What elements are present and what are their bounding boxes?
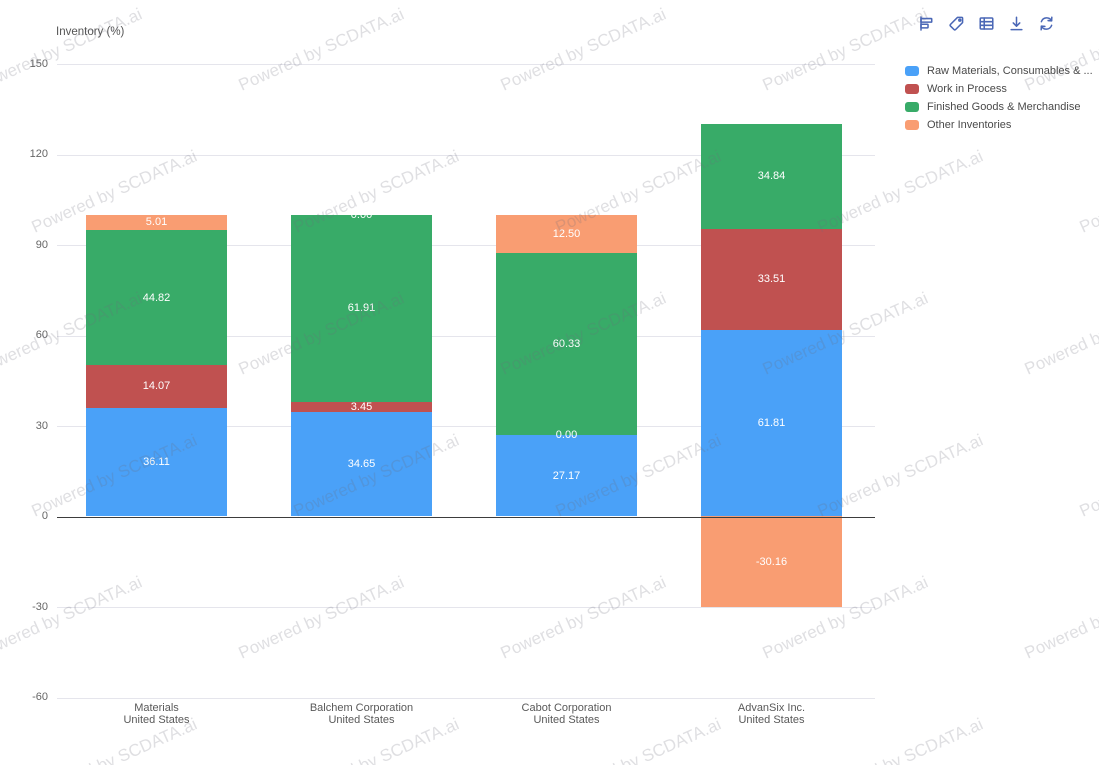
bar-segment-value: 34.84 [757, 170, 786, 183]
legend-item[interactable]: Other Inventories [905, 116, 1093, 134]
bar-segment[interactable] [496, 434, 637, 517]
watermark-text: Powered by SCDATA.ai [1021, 572, 1099, 663]
watermark-text: Powered by SCDATA.ai [1076, 430, 1099, 521]
bar-segment[interactable] [701, 123, 842, 229]
bar-segment[interactable] [86, 407, 227, 517]
bar-segment-value: 14.07 [142, 380, 171, 393]
table-icon[interactable] [977, 14, 996, 33]
bar-segment-value: 0.00 [555, 428, 578, 441]
bar-cabot-corporation[interactable]: 27.17 0.00 60.33 12.50 [496, 214, 637, 517]
bar-segment-value: 61.81 [757, 417, 786, 430]
chart-legend: Raw Materials, Consumables & ... Work in … [905, 62, 1093, 134]
bar-segment[interactable] [291, 401, 432, 412]
gridline [57, 697, 875, 699]
bar-advansix-inc-[interactable]: 61.81 33.51 34.84 -30.16 [701, 123, 842, 608]
bar-balchem-corporation[interactable]: 34.65 3.45 61.91 0.00 [291, 214, 432, 517]
watermark-text: Powered by SCDATA.ai [235, 4, 407, 95]
watermark-text: Powered by SCDATA.ai [1077, 714, 1099, 765]
watermark-text: Powered by SCDATA.ai [497, 572, 669, 663]
legend-item[interactable]: Raw Materials, Consumables & ... [905, 62, 1093, 80]
gridline [57, 607, 875, 608]
y-axis-tick-label: 0 [41, 510, 48, 522]
bar-segment[interactable] [496, 214, 637, 253]
legend-swatch [905, 66, 919, 76]
watermark-text: Powered by SCDATA.ai [1076, 146, 1099, 237]
y-axis-tick-label: 30 [35, 419, 48, 432]
legend-label: Work in Process [927, 83, 1007, 95]
legend-label: Other Inventories [927, 119, 1012, 131]
bar-segment-value: 5.01 [145, 216, 168, 229]
gridline [57, 335, 875, 337]
bar-segment-value: 12.50 [552, 227, 581, 240]
legend-item[interactable]: Finished Goods & Merchandise [905, 98, 1093, 116]
y-axis-tick-label: 90 [35, 238, 48, 251]
y-axis-tick-label: -30 [32, 600, 48, 613]
tag-icon[interactable] [947, 14, 966, 33]
legend-swatch [905, 120, 919, 130]
bar-segment-value: 34.65 [347, 458, 376, 471]
bar-segment[interactable] [496, 252, 637, 435]
bar-segment-value: 27.17 [552, 469, 581, 482]
watermark-text: Powered by SCDATA.ai [235, 572, 407, 663]
legend-swatch [905, 84, 919, 94]
gridline [57, 64, 875, 65]
gridline [57, 245, 875, 246]
bar-segment-value: 61.91 [347, 302, 376, 315]
y-axis-tick-label: 120 [29, 148, 48, 160]
bar-segment-value: 0.00 [350, 214, 373, 221]
bar-segment[interactable] [291, 214, 432, 402]
watermark-text: Powered by SCDATA.ai [1021, 288, 1099, 379]
refresh-icon[interactable] [1037, 14, 1056, 33]
y-axis-tick-label: 150 [29, 57, 48, 70]
watermark-text: Powered by SCDATA.ai [0, 572, 145, 663]
bar-materials[interactable]: 36.11 14.07 44.82 5.01 [86, 214, 227, 517]
watermark-text: Powered by SCDATA.ai [0, 4, 145, 95]
zero-axis-line [57, 516, 875, 518]
bar-segment-value: 44.82 [142, 291, 171, 304]
bar-segment-value: 60.33 [552, 337, 581, 350]
bar-segment[interactable] [291, 411, 432, 517]
gridline [57, 426, 875, 427]
gridline [57, 154, 875, 156]
bar-segment[interactable] [701, 516, 842, 608]
y-axis-tick-label: -60 [32, 691, 48, 703]
x-axis-category-label: Cabot Corporation United States [521, 702, 612, 726]
chart-toolbar [917, 14, 1056, 33]
bar-segment[interactable] [86, 365, 227, 408]
x-axis-category-label: Balchem Corporation United States [309, 702, 414, 726]
bar-segment[interactable] [86, 214, 227, 230]
x-axis-category-label: Materials United States [123, 702, 190, 726]
bar-segment[interactable] [701, 330, 842, 517]
legend-swatch [905, 102, 919, 112]
download-icon[interactable] [1007, 14, 1026, 33]
bar-segment-value: -30.16 [755, 555, 788, 568]
bar-segment-value: 36.11 [143, 456, 170, 469]
y-axis-tick-label: 60 [35, 329, 48, 341]
bar-segment[interactable] [701, 228, 842, 331]
bar-segment-value: 33.51 [757, 273, 786, 286]
legend-label: Finished Goods & Merchandise [927, 101, 1081, 113]
bar-segment[interactable] [86, 229, 227, 366]
legend-item[interactable]: Work in Process [905, 80, 1093, 98]
x-axis-category-label: AdvanSix Inc. United States [737, 702, 806, 726]
bar-chart-icon[interactable] [917, 14, 936, 33]
watermark-text: Powered by SCDATA.ai [497, 4, 669, 95]
legend-label: Raw Materials, Consumables & ... [927, 65, 1093, 77]
bar-segment-value: 3.45 [350, 400, 373, 413]
y-axis-title: Inventory (%) [56, 26, 125, 38]
